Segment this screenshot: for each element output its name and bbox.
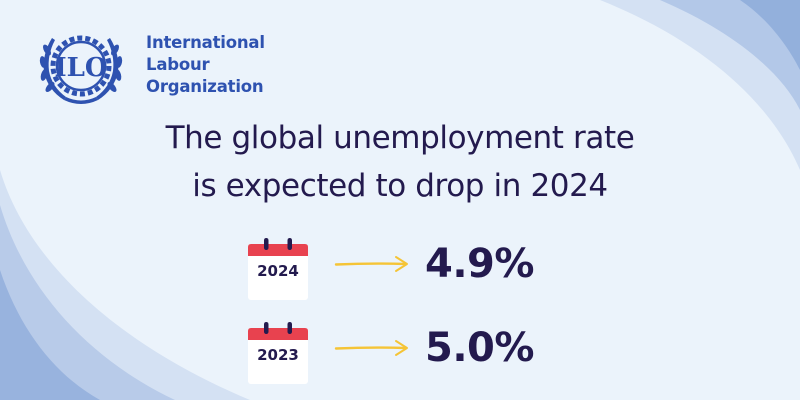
unemployment-rate-value: 5.0% [425, 325, 534, 371]
calendar-year: 2024 [257, 262, 299, 280]
ilo-emblem-icon: ILO [39, 35, 123, 104]
stat-row-2023: 2023 5.0% [244, 320, 574, 390]
unemployment-rate-value: 4.9% [425, 241, 534, 287]
wave-top-right-dark [740, 0, 800, 70]
arrow-right-icon [334, 256, 408, 272]
calendar-year: 2023 [257, 346, 299, 364]
calendar-icon [248, 322, 308, 384]
stat-row-2024: 2024 4.9% [244, 236, 574, 306]
headline-line-2: is expected to drop in 2024 [192, 168, 608, 204]
ilo-logo: ILO International Labour Organization [38, 24, 268, 108]
wave-top-right-mid [660, 0, 800, 110]
logo-line-international: International [146, 33, 265, 52]
headline-line-1: The global unemployment rate [165, 120, 635, 156]
arrow-right-icon [334, 340, 408, 356]
wave-bottom-left-dark [0, 270, 100, 400]
logo-line-organization: Organization [146, 77, 264, 96]
ilo-wordmark: International Labour Organization [146, 32, 265, 98]
wave-bottom-left-mid [0, 205, 175, 400]
svg-text:ILO: ILO [54, 53, 107, 83]
calendar-icon [248, 238, 308, 300]
logo-line-labour: Labour [146, 55, 210, 74]
headline: The global unemployment rate is expected… [0, 114, 800, 210]
